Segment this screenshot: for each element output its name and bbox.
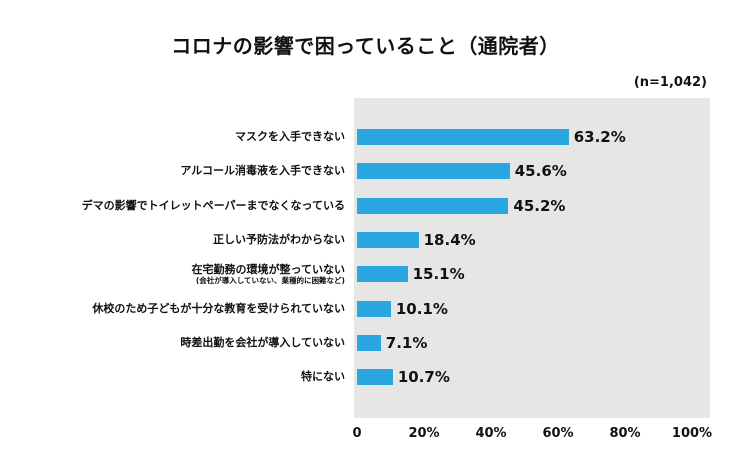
category-label-text: 正しい予防法がわからない: [213, 232, 345, 246]
bar: [357, 334, 381, 351]
x-tick-label: 60%: [542, 426, 574, 441]
x-tick-label: 80%: [609, 426, 641, 441]
category-label-text: アルコール消毒液を入手できない: [180, 164, 345, 178]
value-label: 15.1%: [412, 265, 465, 284]
category-label: 休校のため子どもが十分な教育を受けられていない: [92, 302, 345, 315]
x-tick-label: 100%: [671, 426, 713, 441]
bar: [357, 163, 510, 180]
category-label: デマの影響でトイレットペーパーまでなくなっている: [82, 199, 345, 212]
category-sublabel: (会社が導入していない、業種的に困難など): [195, 276, 345, 286]
value-label: 45.6%: [514, 162, 567, 181]
category-label: アルコール消毒液を入手できない: [180, 164, 345, 177]
value-label: 7.1%: [385, 333, 428, 352]
value-label: 10.7%: [397, 368, 450, 387]
category-label-text: マスクを入手できない: [235, 130, 345, 143]
category-label: 正しい予防法がわからない: [213, 233, 345, 246]
bar: [357, 129, 569, 145]
category-label-text: 在宅勤務の環境が整っていない: [191, 263, 345, 277]
bar: [357, 266, 408, 283]
chart-title: コロナの影響で困っていること（通院者）: [171, 34, 560, 58]
category-label-text: 特にない: [301, 370, 345, 384]
category-label: マスクを入手できない: [235, 130, 345, 143]
bar: [357, 369, 393, 386]
x-tick-label: 40%: [475, 426, 507, 441]
value-label: 63.2%: [573, 128, 626, 146]
sample-size-note: (n=1,042): [633, 75, 707, 90]
category-label: 在宅勤務の環境が整っていない (会社が導入していない、業種的に困難など): [192, 263, 345, 286]
plot-area: [354, 98, 710, 418]
category-label-text: デマの影響でトイレットペーパーまでなくなっている: [81, 198, 345, 212]
category-label-text: 休校のため子どもが十分な教育を受けられていない: [92, 301, 345, 315]
value-label: 10.1%: [395, 299, 448, 318]
category-label: 特にない: [301, 370, 345, 383]
category-label: 時差出勤を会社が導入していない: [180, 336, 345, 349]
bar: [357, 231, 419, 248]
value-label: 45.2%: [513, 196, 566, 215]
value-label: 18.4%: [423, 230, 476, 249]
x-tick-label: 0: [352, 426, 362, 441]
bar: [357, 197, 509, 214]
bar: [357, 300, 391, 317]
x-tick-label: 20%: [408, 426, 440, 441]
category-label-text: 時差出勤を会社が導入していない: [180, 335, 345, 349]
